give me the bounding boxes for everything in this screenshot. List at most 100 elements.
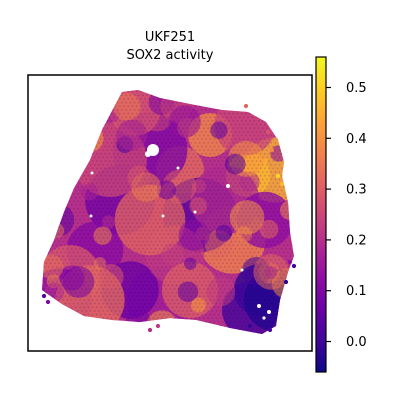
spot — [132, 105, 134, 107]
spot — [153, 193, 155, 195]
spot — [197, 146, 199, 148]
spot — [146, 226, 148, 228]
spot — [272, 262, 274, 264]
spot — [174, 295, 176, 297]
spot — [64, 244, 66, 246]
spot — [283, 208, 285, 210]
spot — [172, 167, 174, 169]
spot — [146, 116, 148, 118]
spot — [109, 306, 111, 308]
spot — [253, 222, 255, 224]
spot — [71, 226, 73, 228]
spot — [287, 222, 289, 224]
spot — [243, 153, 245, 155]
spot — [69, 259, 71, 261]
spot — [155, 233, 157, 235]
spot — [260, 175, 262, 177]
spot — [256, 262, 258, 264]
spot — [142, 241, 144, 243]
spot — [228, 230, 230, 232]
spot — [121, 233, 123, 235]
spot — [104, 226, 106, 228]
spot — [211, 178, 213, 180]
spot — [113, 255, 115, 257]
spot — [186, 186, 188, 188]
spot — [138, 102, 140, 104]
spot — [159, 146, 161, 148]
spot — [148, 113, 150, 115]
spot — [237, 200, 239, 202]
spot — [136, 157, 138, 159]
spot — [104, 182, 106, 184]
spot — [281, 262, 283, 264]
spot — [182, 193, 184, 195]
spot — [226, 189, 228, 191]
spot — [94, 149, 96, 151]
spot — [182, 252, 184, 254]
spot — [146, 102, 148, 104]
spot — [123, 244, 125, 246]
spot — [239, 131, 241, 133]
spot — [100, 284, 102, 286]
spot — [115, 157, 117, 159]
spot — [115, 244, 117, 246]
spot — [125, 292, 127, 294]
spot — [274, 164, 276, 166]
spot — [102, 142, 104, 144]
spot — [277, 189, 279, 191]
spot — [218, 241, 220, 243]
spot — [121, 204, 123, 206]
spot — [174, 288, 176, 290]
spot — [119, 200, 121, 202]
spot — [79, 204, 81, 206]
spot — [121, 314, 123, 316]
spot — [222, 262, 224, 264]
spot — [52, 259, 54, 261]
spot — [109, 124, 111, 126]
spot — [148, 120, 150, 122]
spot — [127, 127, 129, 129]
spot — [104, 124, 106, 126]
spot — [283, 252, 285, 254]
spot — [237, 120, 239, 122]
spot — [190, 105, 192, 107]
spot — [195, 303, 197, 305]
spot — [176, 262, 178, 264]
spot — [79, 270, 81, 272]
spot — [111, 127, 113, 129]
spot — [140, 105, 142, 107]
spot — [287, 244, 289, 246]
spot — [188, 241, 190, 243]
spot — [94, 288, 96, 290]
spot — [156, 324, 160, 328]
spot — [163, 233, 165, 235]
spot — [140, 303, 142, 305]
spot — [243, 328, 245, 330]
spot — [207, 259, 209, 261]
spot — [272, 138, 274, 140]
spot — [43, 288, 45, 290]
spot — [262, 135, 264, 137]
spot — [260, 321, 262, 323]
spot — [163, 292, 165, 294]
spot — [218, 153, 220, 155]
spot — [62, 292, 64, 294]
spot — [279, 259, 281, 261]
spot — [203, 230, 205, 232]
spot — [197, 211, 199, 213]
spot — [230, 189, 232, 191]
spot — [73, 295, 75, 297]
spot — [161, 317, 163, 319]
spot — [144, 200, 146, 202]
spot — [186, 259, 188, 261]
spot — [146, 277, 148, 279]
spot — [85, 252, 87, 254]
spot — [253, 244, 255, 246]
spot — [190, 237, 192, 239]
spot — [216, 222, 218, 224]
spot — [88, 233, 90, 235]
spot — [260, 160, 262, 162]
spot — [256, 116, 258, 118]
spot — [146, 211, 148, 213]
spot — [167, 262, 169, 264]
